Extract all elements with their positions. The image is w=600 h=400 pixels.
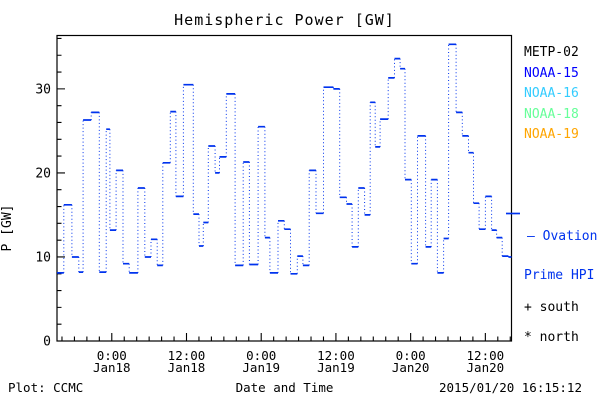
- y-tick-label: 20: [35, 166, 51, 181]
- y-axis-label: P [GW]: [0, 204, 15, 252]
- x-tick-date-label: Jan18: [93, 360, 131, 375]
- y-tick-label: 0: [43, 335, 51, 350]
- x-tick-time-label: 12:00: [168, 348, 206, 363]
- x-tick-date-label: Jan20: [467, 360, 505, 375]
- hpi-step-line: [57, 43, 512, 275]
- y-axis-ticks: [57, 37, 65, 342]
- y-tick-label: 30: [35, 82, 51, 97]
- x-tick-date-label: Jan19: [317, 360, 355, 375]
- axes-frame: [56, 34, 513, 342]
- x-tick-date-label: Jan18: [168, 360, 206, 375]
- hpi-step-connectors: [63, 44, 509, 274]
- x-tick-date-label: Jan20: [392, 360, 430, 375]
- x-tick-date-label: Jan19: [242, 360, 280, 375]
- legend-ovation-line2: Prime HPI: [524, 268, 595, 283]
- legend-item-metp-02: METP-02: [524, 45, 579, 60]
- legend-item-noaa-16: NOAA-16: [524, 86, 579, 101]
- x-axis-ticks: [61, 333, 511, 341]
- legend-item-noaa-15: NOAA-15: [524, 65, 579, 81]
- satellite-legend: METP-02 NOAA-15 NOAA-16 NOAA-18 NOAA-19: [524, 43, 579, 146]
- legend-ovation: – Ovation Prime HPI: [524, 204, 597, 308]
- timestamp: 2015/01/20 16:15:12: [439, 380, 582, 395]
- x-tick-time-label: 0:00: [396, 348, 426, 363]
- legend-north-marker: * north: [524, 330, 579, 345]
- x-axis-label: Date and Time: [235, 380, 334, 395]
- plot-credit: Plot: CCMC: [8, 380, 84, 395]
- x-tick-time-label: 12:00: [317, 348, 355, 363]
- x-tick-time-label: 0:00: [97, 348, 127, 363]
- x-tick-time-label: 12:00: [467, 348, 505, 363]
- legend-south-marker: + south: [524, 300, 579, 315]
- chart-title: Hemispheric Power [GW]: [174, 11, 395, 29]
- legend-item-noaa-19: NOAA-19: [524, 127, 579, 142]
- y-tick-label: 10: [35, 250, 51, 265]
- x-tick-time-label: 0:00: [246, 348, 276, 363]
- legend-ovation-line1: – Ovation: [527, 229, 598, 244]
- legend-item-noaa-18: NOAA-18: [524, 106, 579, 122]
